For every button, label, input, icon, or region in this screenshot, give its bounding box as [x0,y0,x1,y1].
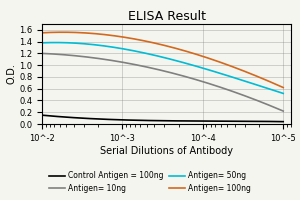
Antigen= 50ng [281,92,285,95]
Control Antigen = 100ng [104,118,108,121]
Line: Antigen= 10ng: Antigen= 10ng [42,53,283,111]
Antigen= 50ng [56,41,60,44]
Line: Control Antigen = 100ng: Control Antigen = 100ng [42,115,283,122]
Antigen= 100ng [61,31,64,33]
Antigen= 10ng [50,53,53,55]
Y-axis label: O.D.: O.D. [6,64,16,84]
Antigen= 100ng [262,78,266,80]
Control Antigen = 100ng [55,115,58,118]
Antigen= 10ng [281,110,285,112]
Antigen= 10ng [269,105,273,107]
Antigen= 10ng [40,52,44,55]
Line: Antigen= 50ng: Antigen= 50ng [42,43,283,93]
Antigen= 50ng [53,41,57,44]
Antigen= 100ng [281,86,285,89]
Antigen= 50ng [86,43,90,45]
Antigen= 50ng [106,45,109,48]
Antigen= 10ng [85,56,88,58]
Antigen= 10ng [261,101,264,104]
X-axis label: Serial Dilutions of Antibody: Serial Dilutions of Antibody [100,146,233,156]
Antigen= 100ng [40,32,44,34]
Control Antigen = 100ng [40,114,44,116]
Antigen= 50ng [271,89,274,91]
Antigen= 100ng [271,82,274,84]
Antigen= 50ng [50,41,53,44]
Line: Antigen= 100ng: Antigen= 100ng [42,32,283,88]
Antigen= 50ng [40,42,44,44]
Antigen= 100ng [106,34,109,36]
Antigen= 10ng [104,58,108,61]
Control Antigen = 100ng [50,115,53,117]
Control Antigen = 100ng [269,120,273,123]
Control Antigen = 100ng [85,117,88,120]
Antigen= 100ng [55,31,58,33]
Legend: Control Antigen = 100ng, Antigen= 10ng, Antigen= 50ng, Antigen= 100ng: Control Antigen = 100ng, Antigen= 10ng, … [46,168,253,196]
Antigen= 10ng [55,53,58,55]
Control Antigen = 100ng [261,120,264,123]
Antigen= 100ng [50,31,53,34]
Antigen= 100ng [86,32,90,34]
Title: ELISA Result: ELISA Result [128,10,206,23]
Antigen= 50ng [262,86,266,88]
Control Antigen = 100ng [281,120,285,123]
